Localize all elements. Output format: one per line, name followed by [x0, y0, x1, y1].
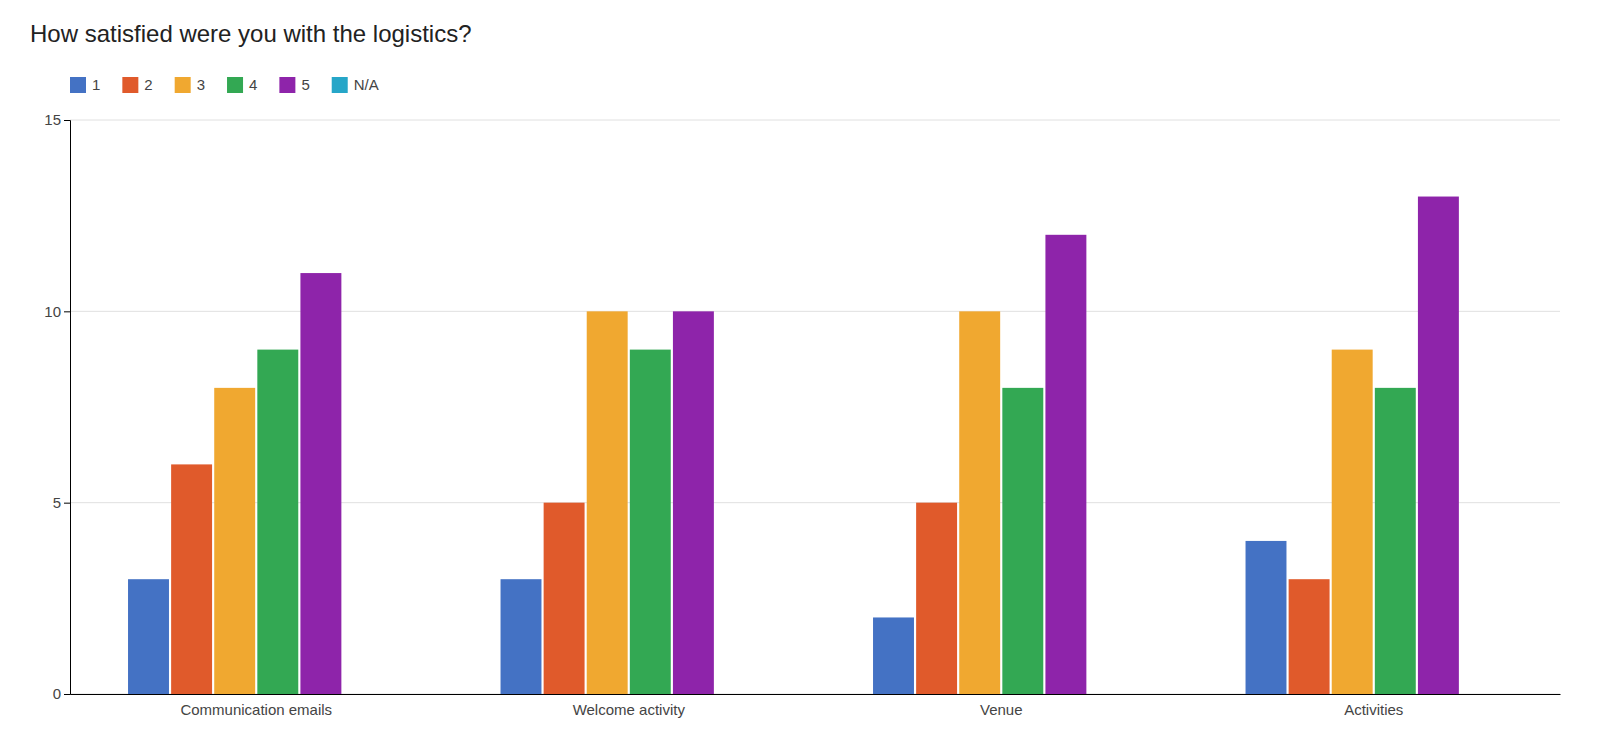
legend-item: 5 [279, 76, 309, 93]
x-axis: Communication emails Welcome activity Venu… [71, 694, 1561, 718]
tick-label: 15 [44, 111, 61, 128]
tick-label: Venue [980, 701, 1023, 718]
bar [1002, 388, 1043, 694]
bar [1089, 694, 1130, 695]
y-axis: 0 5 10 15 [44, 111, 70, 702]
bars [128, 197, 1459, 694]
grid-line [70, 120, 1560, 121]
tick-label: Activities [1344, 701, 1403, 718]
bar [214, 388, 255, 694]
tick-label: Welcome activity [573, 701, 686, 718]
bar [501, 579, 542, 694]
tick: 10 [44, 303, 70, 320]
legend-label: 4 [249, 76, 257, 93]
tick-mark [64, 120, 70, 121]
tick: 0 [53, 685, 70, 702]
bar [300, 273, 341, 694]
legend-swatch [227, 77, 243, 93]
bar [1461, 694, 1502, 695]
bar [873, 617, 914, 694]
legend-label: N/A [354, 76, 379, 93]
series [171, 464, 1329, 694]
bar [1418, 197, 1459, 694]
legend-item: N/A [332, 76, 379, 93]
legend-item: 4 [227, 76, 257, 93]
series [257, 350, 1415, 694]
bar [630, 350, 671, 694]
bar [587, 311, 628, 694]
tick-label: 0 [53, 685, 61, 702]
axis-line [64, 121, 71, 695]
tick-mark [64, 694, 70, 695]
bar [1246, 541, 1287, 694]
legend-item: 3 [175, 76, 205, 93]
legend-label: 1 [92, 76, 100, 93]
tick-label: 10 [44, 303, 61, 320]
axis-line [71, 694, 1561, 695]
legend: 1 2 3 4 5 N/A [70, 76, 379, 93]
series [214, 311, 1372, 694]
grid-line [70, 311, 1560, 312]
legend-swatch [279, 77, 295, 93]
legend-label: 2 [144, 76, 152, 93]
bar [916, 503, 957, 694]
bar [1332, 350, 1373, 694]
bar [1289, 579, 1330, 694]
legend-label: 3 [197, 76, 205, 93]
title: How satisfied were you with the logistic… [30, 20, 472, 47]
grid [70, 120, 1560, 694]
tick: 5 [53, 494, 70, 511]
bar [544, 503, 585, 694]
tick-mark [64, 503, 70, 504]
tick-label: 5 [53, 494, 61, 511]
bar [257, 350, 298, 694]
tick: 15 [44, 111, 70, 128]
tick-mark [64, 311, 70, 312]
tick: Welcome activity [573, 694, 686, 718]
legend-item: 1 [70, 76, 100, 93]
bar [959, 311, 1000, 694]
bar [716, 694, 757, 695]
legend-swatch [122, 77, 138, 93]
bar [673, 311, 714, 694]
tick: Activities [1344, 694, 1403, 718]
bar [128, 579, 169, 694]
legend-label: 5 [301, 76, 309, 93]
legend-swatch [70, 77, 86, 93]
legend-swatch [175, 77, 191, 93]
chart: How satisfied were you with the logistic… [0, 0, 1600, 754]
bar [1375, 388, 1416, 694]
bar [171, 464, 212, 694]
tick: Communication emails [180, 694, 332, 718]
bar [1045, 235, 1086, 694]
tick-label: Communication emails [180, 701, 332, 718]
tick: Venue [980, 694, 1023, 718]
bar [344, 694, 385, 695]
plot: Communication emails Welcome activity Venu… [44, 111, 1560, 717]
legend-item: 2 [122, 76, 152, 93]
legend-swatch [332, 77, 348, 93]
series [300, 197, 1458, 694]
